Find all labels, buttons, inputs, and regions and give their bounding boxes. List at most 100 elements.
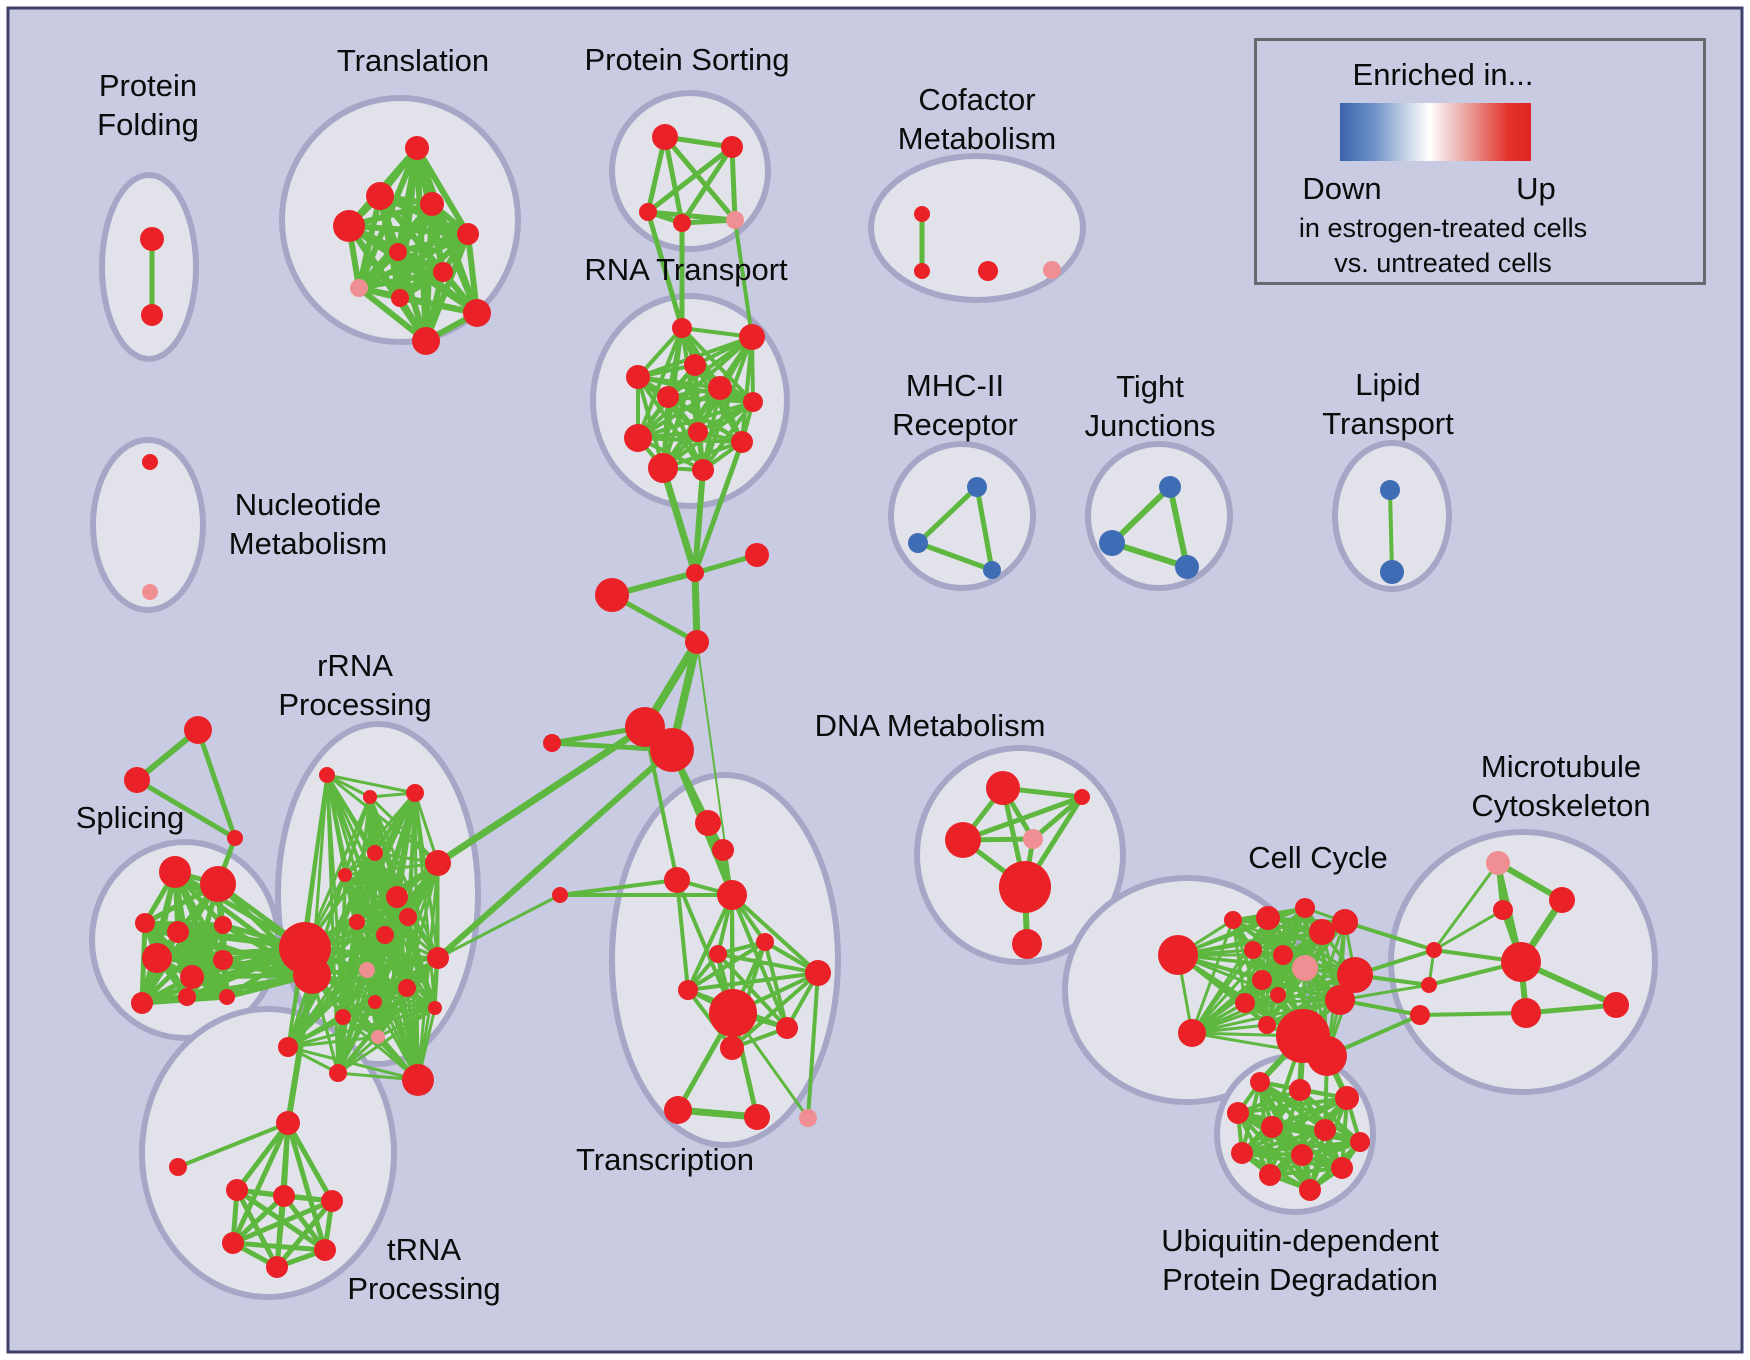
gene-set-node-dn1: [986, 771, 1020, 805]
gene-set-node-sp10: [178, 988, 196, 1006]
edge: [1388, 489, 1394, 573]
gene-set-node-rr20: [278, 1037, 298, 1057]
gene-set-node-dn5: [999, 861, 1051, 913]
gene-set-node-tr4: [420, 192, 444, 216]
cluster-label-rna-transport: RNA Transport: [584, 252, 788, 287]
edge: [740, 336, 754, 443]
gene-set-node-tr8: [350, 279, 368, 297]
edge: [336, 969, 369, 1074]
edge: [1237, 1096, 1348, 1115]
gene-set-node-j4: [685, 630, 709, 654]
edge: [355, 921, 420, 1081]
edge: [343, 792, 417, 876]
edge: [140, 923, 225, 1005]
cluster-label-lipid-transport: Lipid: [1355, 367, 1421, 402]
edge: [232, 1198, 333, 1246]
edge: [383, 934, 437, 1009]
cluster-label-ubiquitin-degradation: Ubiquitin-dependent: [1161, 1223, 1439, 1258]
gene-set-node-tc2: [712, 839, 734, 861]
gene-set-node-tn3: [226, 1179, 248, 1201]
edge: [235, 1121, 290, 1192]
gene-set-node-cc8: [1292, 955, 1318, 981]
gene-set-node-ps3: [639, 203, 657, 221]
gene-set-node-tn5: [321, 1190, 343, 1212]
gene-set-node-dn4: [1023, 829, 1043, 849]
edge: [659, 466, 699, 575]
gene-set-node-dn6: [1012, 929, 1042, 959]
gene-set-node-ps2: [721, 136, 743, 158]
gene-set-node-rr14: [428, 1001, 442, 1015]
gene-set-node-cc11: [1235, 993, 1255, 1013]
gene-set-node-rt5: [708, 376, 732, 400]
gene-set-node-nu1: [142, 454, 158, 470]
gene-set-node-rr7: [386, 886, 408, 908]
gene-set-node-hb2: [293, 956, 331, 994]
edge: [679, 145, 735, 225]
gene-set-node-ub8: [1231, 1142, 1253, 1164]
gene-set-node-rr9: [349, 914, 365, 930]
edge: [559, 878, 678, 897]
gene-set-node-tj1: [1159, 476, 1181, 498]
edge: [1109, 484, 1173, 546]
gene-set-node-tn1: [276, 1111, 300, 1135]
gene-set-node-tj2: [1099, 530, 1125, 556]
gene-set-node-ps5: [726, 211, 744, 229]
gene-set-node-mt8: [1421, 977, 1437, 993]
gene-set-node-rr1: [319, 767, 335, 783]
gene-set-node-mh2: [908, 533, 928, 553]
gene-set-node-cc1: [1158, 935, 1198, 975]
gene-set-node-rr19: [329, 1064, 347, 1082]
gene-set-node-mh3: [983, 561, 1001, 579]
edge: [730, 971, 820, 1050]
edge: [916, 485, 979, 545]
edge: [285, 974, 315, 1124]
gene-set-node-sp9: [131, 992, 153, 1014]
edge: [637, 400, 754, 440]
cluster-label-translation: Translation: [337, 43, 489, 78]
gene-set-node-mt5: [1603, 992, 1629, 1018]
edge: [662, 136, 685, 224]
gene-set-node-dn3: [945, 822, 981, 858]
gene-set-node-sp11: [219, 989, 235, 1005]
gene-set-node-j8: [552, 887, 568, 903]
gene-set-node-cc12: [1258, 1016, 1276, 1034]
edge: [406, 916, 437, 1009]
edge: [917, 540, 993, 573]
cluster-label-microtubule-cytoskeleton: Cytoskeleton: [1471, 788, 1650, 823]
edge: [303, 796, 372, 949]
gene-set-node-sp4: [167, 921, 189, 943]
cluster-label-microtubule-cytoskeleton: Microtubule: [1481, 749, 1641, 784]
edge: [646, 145, 734, 214]
edge: [413, 792, 420, 1081]
edge: [692, 441, 745, 574]
gene-set-node-sp3: [135, 913, 155, 933]
gene-set-node-tc13: [744, 1104, 770, 1130]
gene-set-node-sx2: [124, 767, 150, 793]
edge: [285, 1121, 335, 1203]
gene-set-node-j3: [595, 578, 629, 612]
cluster-label-protein-folding: Protein: [99, 68, 197, 103]
gene-set-node-tj3: [1175, 555, 1199, 579]
edge: [282, 1194, 327, 1252]
gene-set-node-dn2: [1074, 789, 1090, 805]
edge: [275, 1199, 334, 1269]
cluster-label-tight-junctions: Junctions: [1085, 408, 1216, 443]
gene-set-node-nu2: [142, 584, 158, 600]
gene-set-node-cc15: [1337, 957, 1373, 993]
edge: [716, 952, 789, 1030]
cluster-label-trna-processing: tRNA: [387, 1232, 461, 1267]
gene-set-node-pf1: [140, 227, 164, 251]
gene-set-node-tc10: [720, 1036, 744, 1060]
edge: [326, 773, 371, 799]
edge: [636, 386, 722, 440]
gene-set-node-ub3: [1335, 1086, 1359, 1110]
edge: [414, 146, 471, 236]
edge: [667, 395, 754, 404]
cluster-label-cofactor-metabolism: Cofactor: [918, 82, 1035, 117]
cluster-label-mhc-ii-receptor: Receptor: [892, 407, 1018, 442]
gene-set-node-mt2: [1549, 887, 1575, 913]
gene-set-node-tr5: [457, 223, 479, 245]
edge: [326, 773, 416, 795]
